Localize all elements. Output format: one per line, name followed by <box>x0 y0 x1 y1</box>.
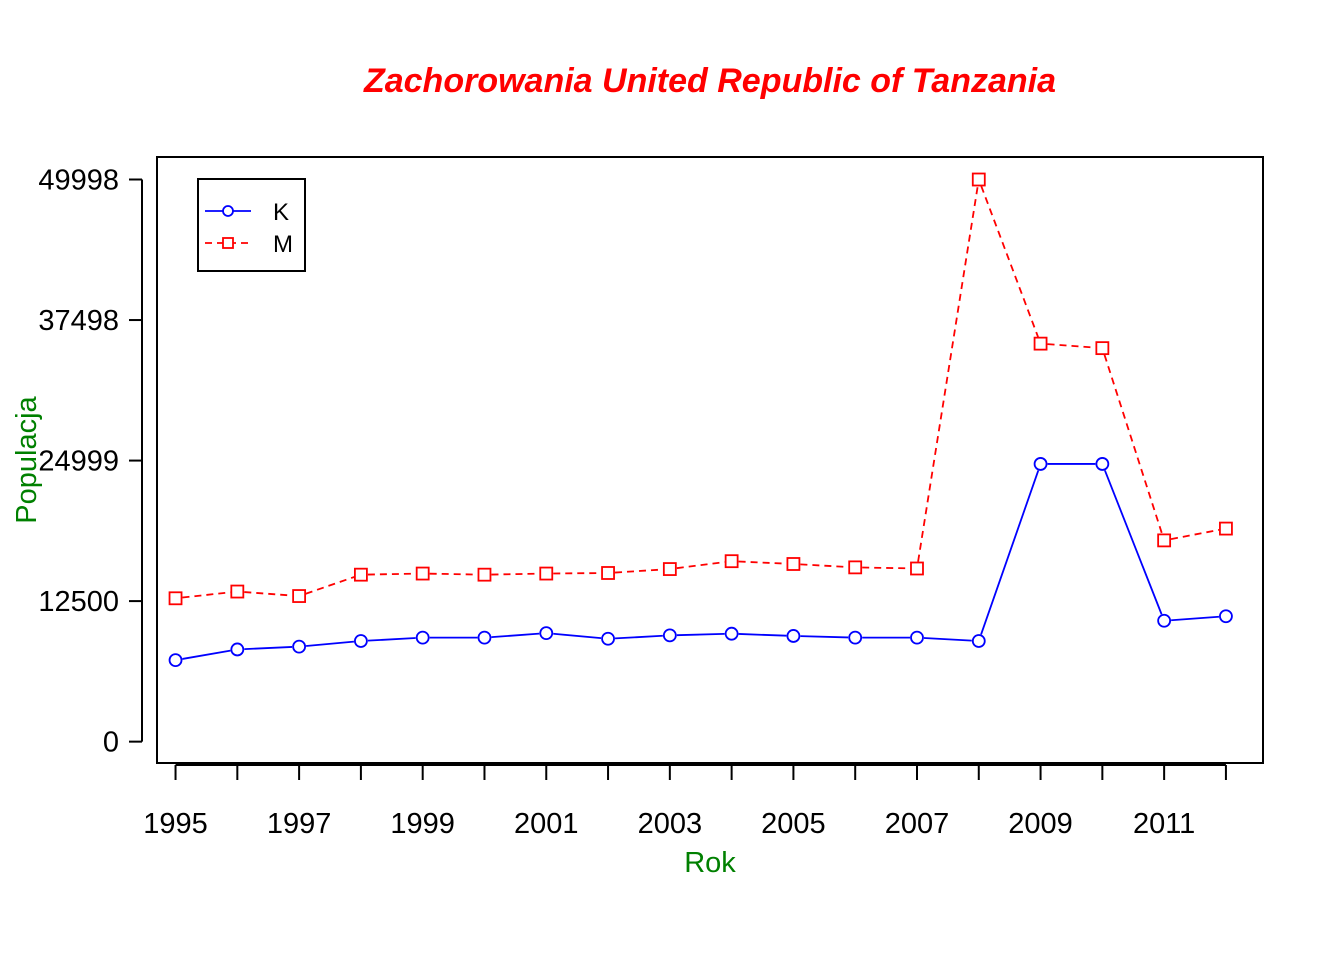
series-M-point <box>1033 336 1048 351</box>
x-tick-label: 2009 <box>1008 808 1073 840</box>
series-M-segment <box>1047 343 1096 349</box>
series-K-point <box>477 630 492 645</box>
series-M-point <box>910 561 924 576</box>
series-M-segment <box>676 561 725 570</box>
series-K-point <box>1157 613 1172 628</box>
series-M-segment <box>1103 354 1163 534</box>
legend: KM <box>197 178 306 272</box>
series-K-segment <box>306 640 355 647</box>
series-K-segment <box>491 632 540 639</box>
series-K-point <box>724 626 739 641</box>
series-K-point <box>539 626 554 641</box>
series-M-point <box>848 560 863 575</box>
series-M-point <box>1095 341 1110 356</box>
series-M-segment <box>491 572 540 576</box>
chart-title: Zachorowania United Republic of Tanzania <box>363 62 1056 100</box>
series-M-segment <box>305 576 355 595</box>
legend-items: KM <box>205 199 293 258</box>
series-M-point <box>971 172 986 187</box>
series-K-segment <box>244 646 293 651</box>
series-K-segment <box>553 632 602 640</box>
series-M <box>168 172 1233 606</box>
series-layer <box>168 172 1233 668</box>
series-K-point <box>662 628 677 643</box>
series-K-point <box>1219 609 1233 624</box>
x-tick-label: 2007 <box>885 808 950 840</box>
y-tick-label: 0 <box>103 727 119 759</box>
x-axis: 1995 1997 1999 2001 2003 2005 2007 2009 2011 <box>143 764 1227 840</box>
series-M-point <box>539 566 554 581</box>
series-M-point <box>415 566 430 581</box>
y-tick-label: 49998 <box>38 165 119 197</box>
y-axis-label: Populacja <box>11 395 43 523</box>
series-K-point <box>168 653 183 668</box>
series-M-point <box>168 591 183 606</box>
series-K-point <box>910 630 924 645</box>
series-K-point <box>230 642 245 657</box>
series-M-segment <box>1170 529 1220 540</box>
series-M-segment <box>244 591 293 597</box>
x-tick-label: 2003 <box>638 808 703 840</box>
legend-item-M: M <box>205 231 293 258</box>
series-M-segment <box>429 572 478 576</box>
series-M-point <box>662 562 677 576</box>
series-K-segment <box>182 649 231 660</box>
series-M-point <box>1157 533 1172 548</box>
x-tick-label: 1997 <box>267 808 332 840</box>
x-tick-label: 2001 <box>514 808 579 840</box>
series-K-point <box>1033 457 1048 471</box>
series-K-point <box>415 630 430 645</box>
series-M-segment <box>182 591 231 599</box>
legend-marker <box>222 237 234 249</box>
legend-item-K: K <box>205 199 289 226</box>
legend-box <box>197 178 306 272</box>
series-K-point <box>601 631 615 646</box>
series-M-point <box>477 567 492 582</box>
series-K-point <box>353 634 368 648</box>
series-M-point <box>353 567 368 582</box>
series-M-segment <box>367 572 416 576</box>
series-K-segment <box>800 635 849 639</box>
series-K-point <box>786 629 801 643</box>
series-M-segment <box>980 185 1039 338</box>
series-K-segment <box>676 632 725 637</box>
series-K-point <box>1095 457 1110 471</box>
series-K-point <box>971 634 986 648</box>
series-K-point <box>292 639 307 654</box>
series-K-segment <box>1171 615 1220 622</box>
series-K-segment <box>923 637 972 642</box>
y-tick-label: 12500 <box>38 586 119 618</box>
legend-label: M <box>273 231 293 258</box>
y-tick-label: 37498 <box>38 305 119 337</box>
series-K-point <box>848 630 863 645</box>
series-M-segment <box>862 566 911 570</box>
y-axis: 0 12500 24999 37498 49998 <box>38 165 143 759</box>
series-M-segment <box>738 560 787 565</box>
series-M-point <box>1219 521 1233 536</box>
series-M-segment <box>917 186 979 562</box>
series-M-point <box>601 566 615 580</box>
plot-frame <box>156 156 1264 764</box>
series-K-segment <box>1104 470 1163 615</box>
x-axis-label: Rok <box>684 847 736 879</box>
series-K-segment <box>738 633 787 637</box>
legend-label: K <box>273 199 289 226</box>
y-tick-label: 24999 <box>38 446 119 478</box>
series-K-segment <box>614 634 663 640</box>
series-M-point <box>724 554 739 569</box>
series-K-segment <box>367 637 416 642</box>
series-M-point <box>292 589 307 603</box>
series-M-point <box>786 557 801 571</box>
series-M-point <box>230 584 245 599</box>
series-K-segment <box>980 470 1040 635</box>
series-M-segment <box>614 568 663 574</box>
x-tick-label: 2005 <box>761 808 826 840</box>
series-K <box>168 457 1233 668</box>
legend-marker <box>222 205 234 217</box>
series-M-segment <box>800 563 849 568</box>
x-tick-label: 1999 <box>390 808 455 840</box>
x-tick-label: 2011 <box>1133 808 1195 840</box>
x-tick-label: 1995 <box>143 808 208 840</box>
